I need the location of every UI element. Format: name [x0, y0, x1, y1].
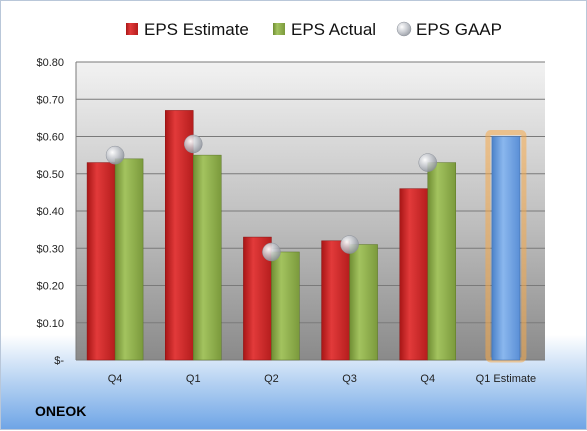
legend-label: EPS Estimate [144, 20, 249, 39]
y-tick-label: $0.70 [36, 94, 64, 106]
marker-eps-gaap [262, 242, 281, 262]
bar-q1-estimate [491, 136, 521, 361]
y-tick-label: $0.20 [36, 281, 64, 293]
bar-eps-estimate [165, 110, 194, 361]
bar-eps-actual [349, 244, 378, 361]
marker-eps-gaap [418, 153, 437, 172]
x-tick-label: Q3 [342, 373, 357, 385]
bar-eps-estimate [321, 240, 350, 361]
bar-eps-actual [193, 154, 222, 361]
x-tick-label: Q1 Estimate [476, 373, 537, 385]
company-name: ONEOK [35, 403, 87, 419]
y-tick-label: $0.50 [36, 169, 64, 181]
marker-eps-gaap [184, 134, 203, 154]
bar-eps-estimate [86, 162, 116, 361]
y-tick-label: $0.40 [36, 206, 64, 218]
y-tick-label: $- [54, 355, 64, 367]
legend-swatch [273, 23, 285, 35]
x-tick-label: Q4 [420, 373, 435, 385]
legend-label: EPS Actual [291, 20, 376, 39]
y-tick-label: $0.10 [36, 318, 64, 330]
bar-eps-actual [271, 251, 300, 361]
legend-swatch [126, 23, 138, 35]
legend-label: EPS GAAP [416, 20, 502, 39]
y-tick-label: $0.80 [36, 57, 64, 69]
legend-swatch [396, 21, 412, 37]
marker-eps-gaap [105, 145, 125, 165]
x-tick-label: Q2 [264, 373, 279, 385]
bar-eps-actual [427, 162, 456, 361]
bar-eps-actual [114, 158, 144, 361]
y-tick-label: $0.30 [36, 243, 64, 255]
y-tick-label: $0.60 [36, 132, 64, 144]
marker-eps-gaap [340, 235, 359, 254]
x-tick-label: Q1 [186, 373, 201, 385]
x-tick-label: Q4 [108, 373, 123, 385]
bar-eps-estimate [399, 188, 428, 361]
